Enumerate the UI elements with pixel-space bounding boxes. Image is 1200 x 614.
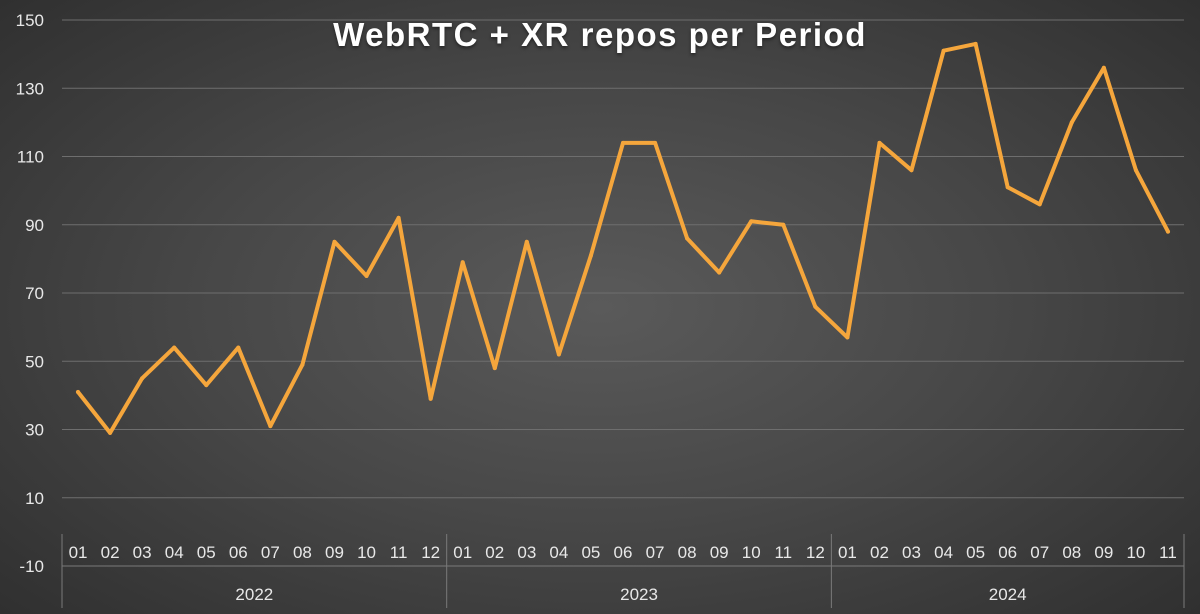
x-tick-label-28: 04 [934, 543, 953, 562]
x-tick-label-1: 01 [69, 543, 88, 562]
y-tick-label-50: 50 [25, 352, 44, 371]
x-tick-label-5: 05 [197, 543, 216, 562]
data-point-34 [1133, 168, 1138, 173]
data-point-24 [813, 304, 818, 309]
y-tick-label-150: 150 [16, 11, 44, 30]
data-point-26 [877, 140, 882, 145]
data-point-31 [1037, 202, 1042, 207]
x-tick-label-33: 09 [1094, 543, 1113, 562]
y-tick-label-10: 10 [25, 489, 44, 508]
y-tick-label-70: 70 [25, 284, 44, 303]
x-tick-label-21: 09 [710, 543, 729, 562]
x-tick-label-31: 07 [1030, 543, 1049, 562]
data-point-5 [204, 383, 209, 388]
x-axis: 01 02 03 04 05 06 07 08 09 10 11 12 01 02 03 04 05 06 07 08… [61, 534, 1185, 608]
data-point-7 [268, 424, 273, 429]
x-tick-label-2: 02 [101, 543, 120, 562]
data-point-11 [396, 215, 401, 220]
y-axis-ticks: -10 10 30 50 70 90 110 130 150 [16, 11, 44, 576]
x-tick-label-22: 10 [742, 543, 761, 562]
data-point-3 [140, 376, 145, 381]
data-point-17 [588, 253, 593, 258]
x-tick-label-14: 02 [485, 543, 504, 562]
x-tick-label-30: 06 [998, 543, 1017, 562]
x-group-label-2022: 2022 [235, 585, 273, 604]
x-tick-label-13: 01 [453, 543, 472, 562]
x-tick-label-20: 08 [678, 543, 697, 562]
x-tick-label-7: 07 [261, 543, 280, 562]
y-tick-label-130: 130 [16, 79, 44, 98]
data-point-1 [76, 389, 81, 394]
data-point-25 [845, 335, 850, 340]
x-tick-label-6: 06 [229, 543, 248, 562]
data-point-13 [460, 260, 465, 265]
x-tick-label-23: 11 [774, 543, 792, 562]
data-point-28 [941, 48, 946, 53]
y-tick-label-30: 30 [25, 421, 44, 440]
data-point-32 [1069, 120, 1074, 125]
y-tick-label--10: -10 [19, 557, 44, 576]
x-tick-label-15: 03 [517, 543, 536, 562]
x-tick-label-25: 01 [838, 543, 857, 562]
y-tick-label-110: 110 [17, 148, 44, 167]
data-point-33 [1101, 65, 1106, 70]
data-point-15 [524, 239, 529, 244]
x-tick-label-35: 11 [1159, 543, 1177, 562]
data-point-35 [1165, 229, 1170, 234]
x-group-label-2024: 2024 [989, 585, 1027, 604]
series-line-1 [76, 41, 1170, 435]
data-point-27 [909, 168, 914, 173]
x-tick-label-32: 08 [1062, 543, 1081, 562]
data-point-12 [428, 396, 433, 401]
data-point-16 [556, 352, 561, 357]
data-point-20 [685, 236, 690, 241]
data-point-22 [749, 219, 754, 224]
data-point-2 [108, 430, 113, 435]
data-point-10 [364, 273, 369, 278]
x-tick-label-4: 04 [165, 543, 184, 562]
data-point-8 [300, 362, 305, 367]
x-tick-label-24: 12 [806, 543, 825, 562]
x-tick-label-9: 09 [325, 543, 344, 562]
data-point-4 [172, 345, 177, 350]
x-tick-label-18: 06 [614, 543, 633, 562]
data-point-14 [492, 366, 497, 371]
x-tick-label-34: 10 [1126, 543, 1145, 562]
y-tick-label-90: 90 [25, 216, 44, 235]
data-point-9 [332, 239, 337, 244]
data-point-23 [781, 222, 786, 227]
x-tick-label-29: 05 [966, 543, 985, 562]
data-point-18 [621, 140, 625, 145]
x-tick-label-12: 12 [421, 543, 440, 562]
x-tick-label-10: 10 [357, 543, 376, 562]
x-tick-label-16: 04 [549, 543, 568, 562]
x-tick-label-19: 07 [646, 543, 665, 562]
x-tick-label-8: 08 [293, 543, 312, 562]
x-tick-label-11: 11 [390, 543, 408, 562]
data-point-30 [1005, 185, 1010, 190]
x-group-label-2023: 2023 [620, 585, 658, 604]
x-tick-label-17: 05 [581, 543, 600, 562]
data-point-21 [717, 270, 722, 275]
x-tick-label-27: 03 [902, 543, 921, 562]
x-tick-label-3: 03 [133, 543, 152, 562]
gridlines [62, 19, 1184, 567]
x-tick-label-26: 02 [870, 543, 889, 562]
data-point-6 [236, 345, 241, 350]
data-point-29 [973, 41, 978, 46]
series-layer [76, 41, 1170, 435]
data-point-19 [653, 140, 658, 145]
